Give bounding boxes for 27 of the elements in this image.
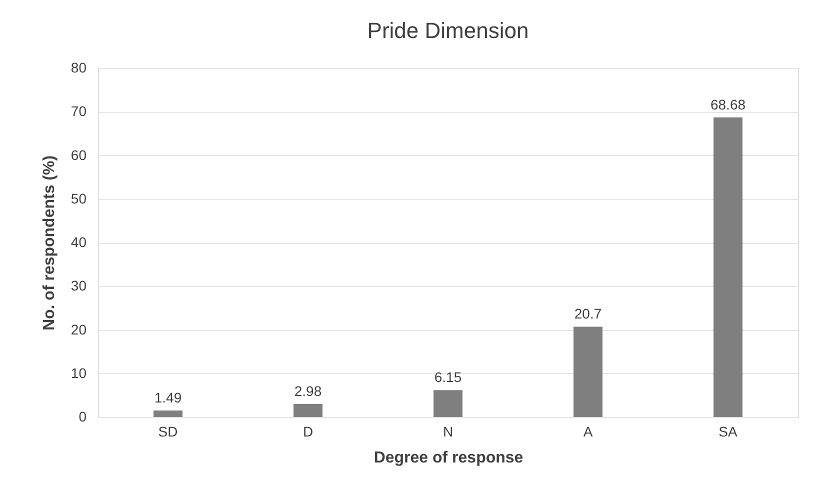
y-axis-title: No. of respondents (%) — [40, 155, 58, 331]
x-tick-label: D — [302, 424, 314, 440]
y-tick-label: 0 — [78, 408, 87, 424]
x-axis-title: Degree of response — [374, 450, 524, 466]
bar — [154, 410, 182, 417]
y-tick-label: 70 — [70, 103, 87, 120]
x-tick-label: N — [442, 424, 454, 440]
bar — [434, 390, 462, 417]
x-tick-label: SD — [158, 424, 178, 440]
bar — [714, 117, 742, 417]
y-tick-label: 10 — [70, 364, 87, 381]
y-tick-label: 20 — [70, 321, 87, 338]
data-label: 68.68 — [710, 96, 746, 112]
y-tick-label: 60 — [70, 146, 87, 163]
data-label: 20.7 — [574, 306, 602, 322]
data-label: 6.15 — [434, 369, 462, 386]
y-tick-label: 40 — [70, 234, 87, 250]
bar — [574, 326, 602, 417]
data-label: 2.98 — [294, 383, 322, 399]
y-tick-label: 30 — [70, 278, 87, 294]
y-tick-label: 50 — [70, 190, 87, 206]
x-tick-label: A — [583, 424, 594, 440]
x-tick-label: SA — [718, 424, 738, 440]
data-label: 1.49 — [154, 390, 182, 406]
bar — [294, 404, 322, 417]
chart-title: Pride Dimension — [367, 18, 529, 43]
y-tick-label: 80 — [70, 60, 87, 76]
